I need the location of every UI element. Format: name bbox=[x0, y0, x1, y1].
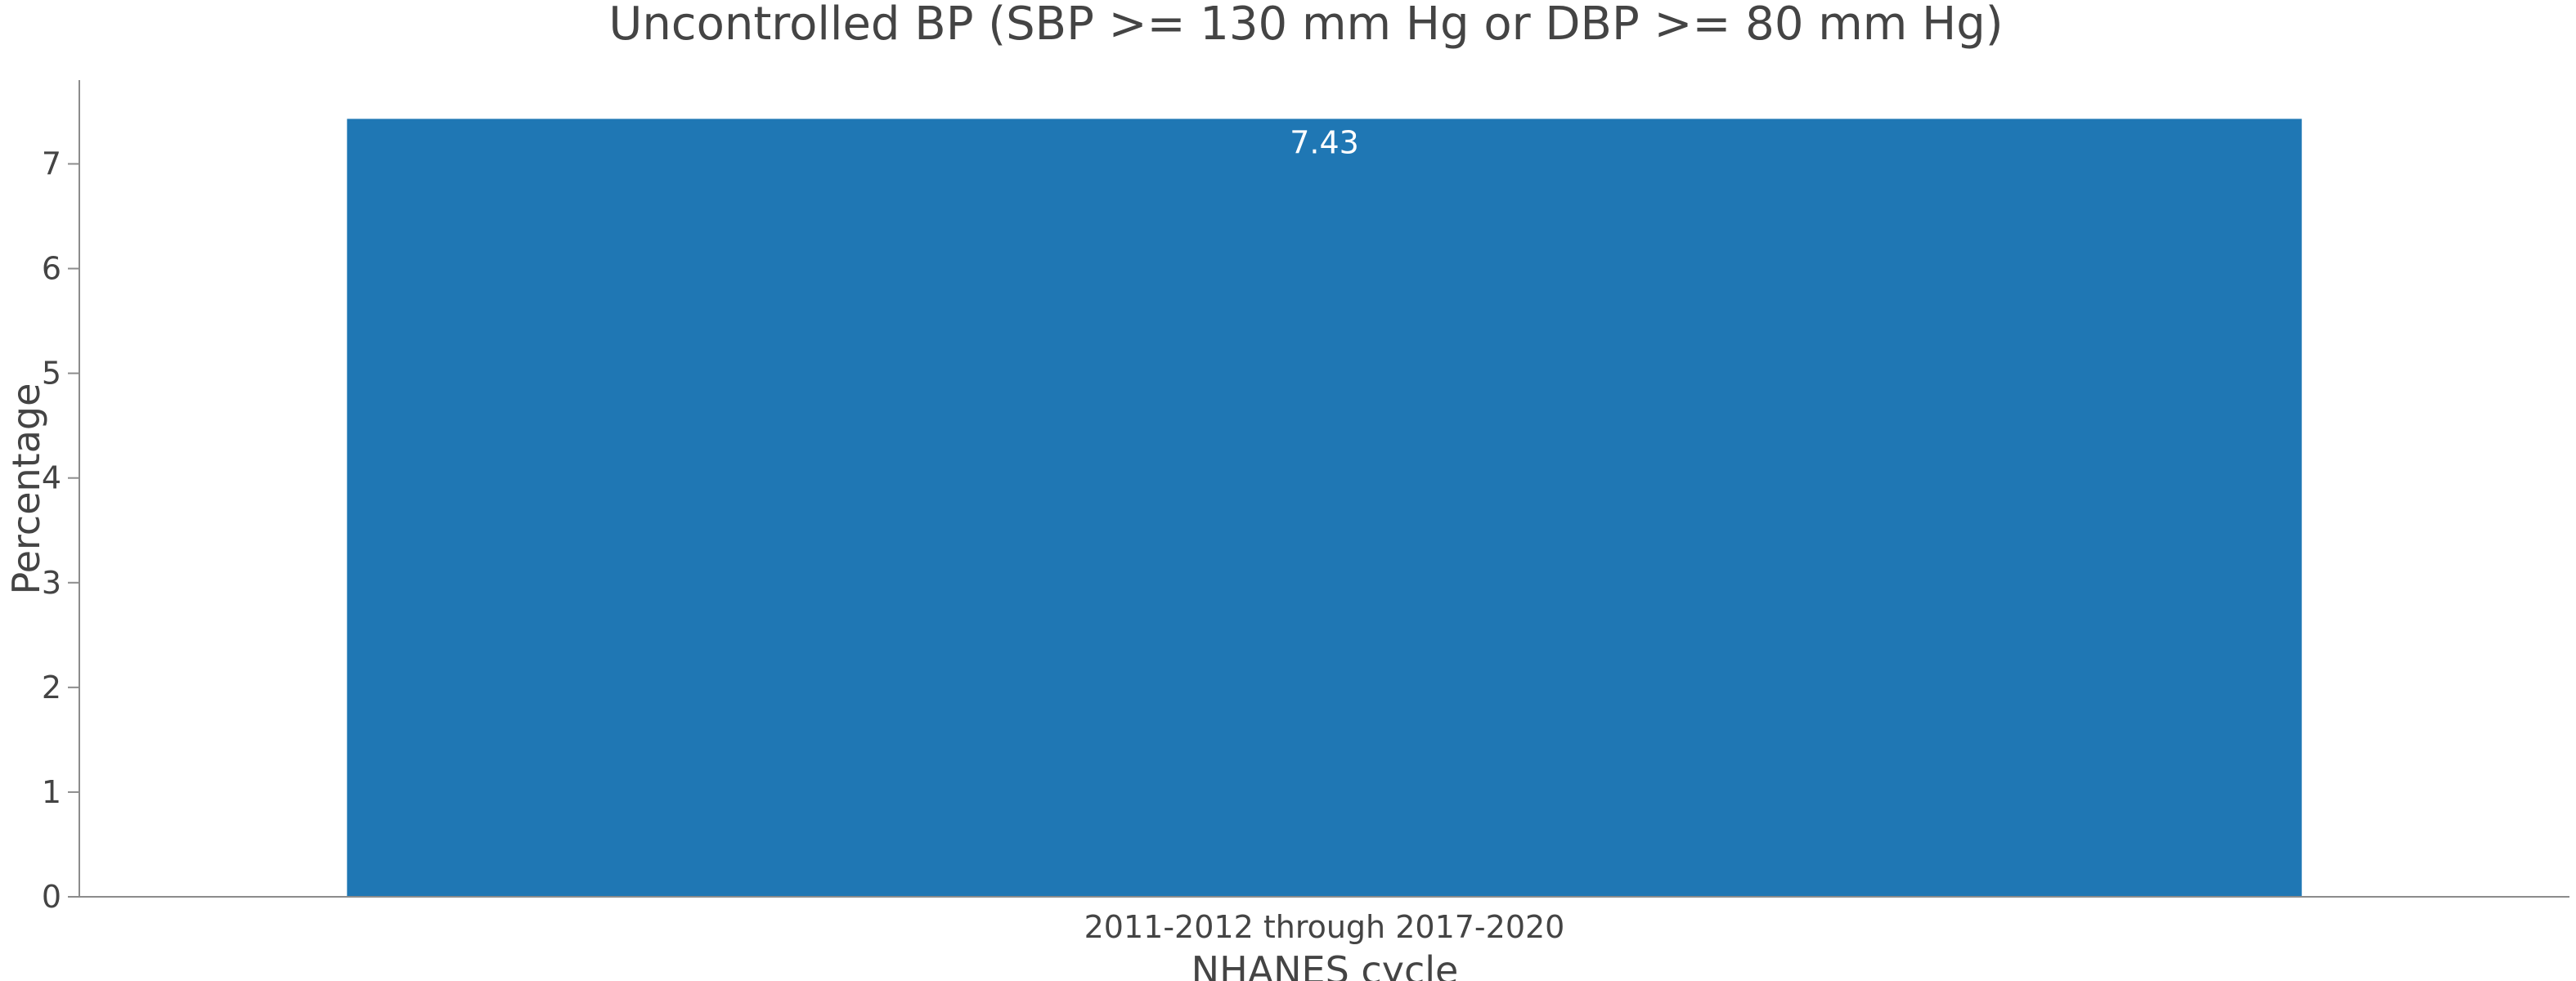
y-axis-label: Percentage bbox=[4, 383, 48, 595]
y-ticks: 0 1 2 3 4 5 6 7 bbox=[42, 146, 79, 915]
bar-value-label: 7.43 bbox=[1290, 124, 1359, 160]
x-tick-label: 2011-2012 through 2017-2020 bbox=[1084, 909, 1565, 945]
y-tick-label: 1 bbox=[42, 774, 61, 810]
y-tick-label: 3 bbox=[42, 565, 61, 601]
y-tick-label: 6 bbox=[42, 251, 61, 287]
y-tick-label: 4 bbox=[42, 460, 61, 496]
y-tick-label: 0 bbox=[42, 879, 61, 915]
x-axis-label: NHANES cycle bbox=[1192, 948, 1459, 981]
bars bbox=[347, 119, 2302, 898]
x-ticks: 2011-2012 through 2017-2020 bbox=[1084, 909, 1565, 945]
chart-title: Uncontrolled BP (SBP >= 130 mm Hg or DBP… bbox=[608, 0, 2003, 51]
y-tick-label: 2 bbox=[42, 670, 61, 706]
bar bbox=[347, 119, 2302, 898]
data-labels: 7.43 bbox=[1290, 124, 1359, 160]
y-tick-label: 5 bbox=[42, 356, 61, 392]
y-tick-label: 7 bbox=[42, 146, 61, 181]
